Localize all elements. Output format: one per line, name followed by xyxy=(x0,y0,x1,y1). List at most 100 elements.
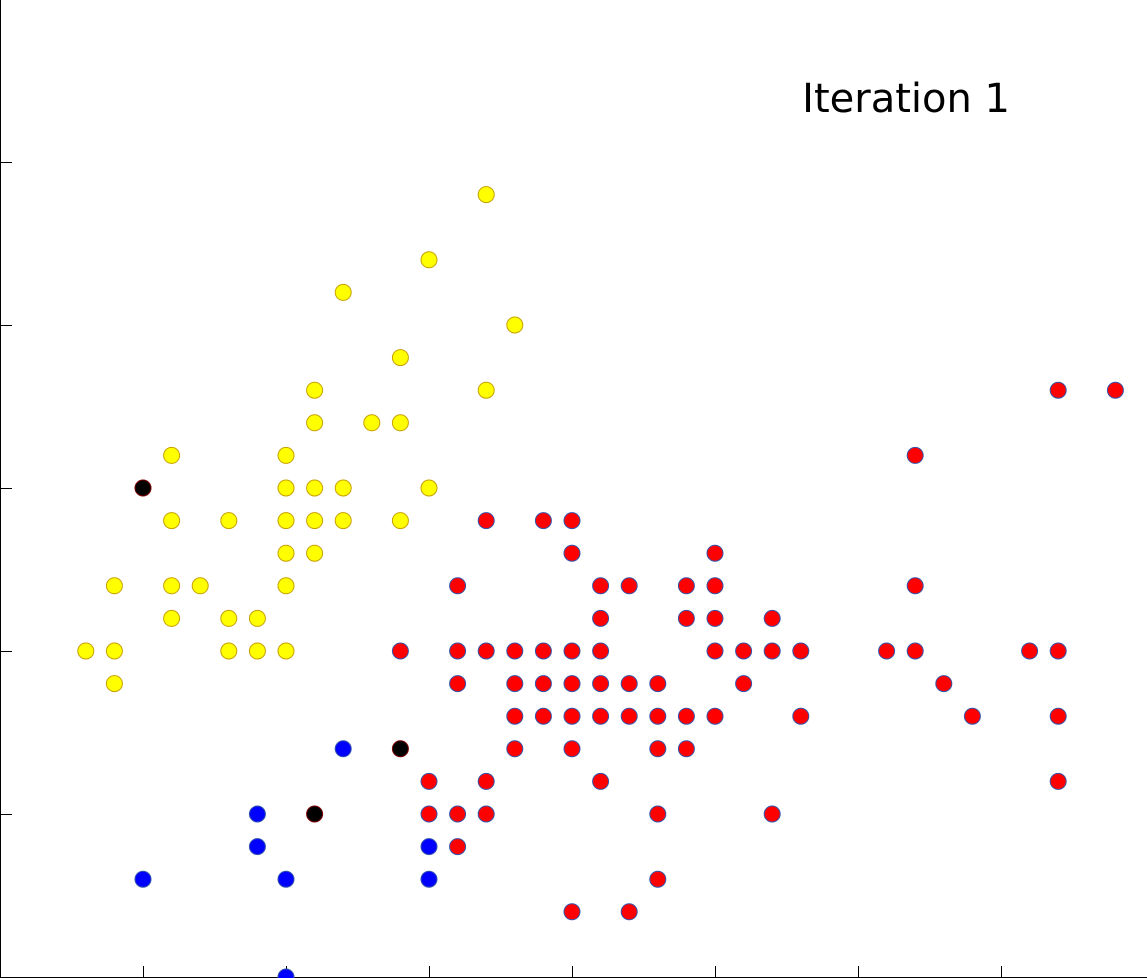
data-point xyxy=(248,805,266,823)
data-point xyxy=(563,512,581,530)
data-point xyxy=(649,870,667,888)
data-point xyxy=(1049,381,1067,399)
data-point xyxy=(563,642,581,660)
data-point xyxy=(534,707,552,725)
data-point xyxy=(592,609,610,627)
data-point xyxy=(506,707,524,725)
data-point xyxy=(477,642,495,660)
data-point xyxy=(878,642,896,660)
data-point xyxy=(735,675,753,693)
data-point xyxy=(592,707,610,725)
data-point xyxy=(277,642,295,660)
data-point xyxy=(449,838,467,856)
data-point xyxy=(277,870,295,888)
data-point xyxy=(277,544,295,562)
data-point xyxy=(277,446,295,464)
data-point xyxy=(677,609,695,627)
data-point xyxy=(306,805,324,823)
data-point xyxy=(449,577,467,595)
data-points xyxy=(77,186,1124,978)
data-point xyxy=(77,642,95,660)
data-point xyxy=(363,414,381,432)
data-point xyxy=(105,675,123,693)
data-point xyxy=(763,609,781,627)
data-point xyxy=(277,968,295,978)
data-point xyxy=(706,707,724,725)
data-point xyxy=(334,740,352,758)
data-point xyxy=(420,805,438,823)
data-point xyxy=(306,544,324,562)
data-point xyxy=(477,186,495,204)
data-point xyxy=(792,707,810,725)
data-point xyxy=(391,512,409,530)
data-point xyxy=(220,512,238,530)
data-point xyxy=(163,512,181,530)
data-point xyxy=(134,479,152,497)
data-point xyxy=(306,479,324,497)
data-point xyxy=(935,675,953,693)
data-point xyxy=(220,609,238,627)
data-point xyxy=(506,675,524,693)
data-point xyxy=(477,805,495,823)
data-point xyxy=(477,772,495,790)
data-point xyxy=(649,740,667,758)
data-point xyxy=(506,642,524,660)
data-point xyxy=(592,642,610,660)
data-point xyxy=(1049,642,1067,660)
data-point xyxy=(334,283,352,301)
data-point xyxy=(277,512,295,530)
data-point xyxy=(248,838,266,856)
data-point xyxy=(620,577,638,595)
data-point xyxy=(306,512,324,530)
data-point xyxy=(506,740,524,758)
data-point xyxy=(277,577,295,595)
data-point xyxy=(620,903,638,921)
data-point xyxy=(677,707,695,725)
data-point xyxy=(391,414,409,432)
data-point xyxy=(391,740,409,758)
data-point xyxy=(1106,381,1124,399)
data-point xyxy=(534,642,552,660)
data-point xyxy=(306,381,324,399)
data-point xyxy=(449,642,467,660)
data-point xyxy=(906,642,924,660)
data-point xyxy=(592,772,610,790)
data-point xyxy=(563,675,581,693)
data-point xyxy=(334,479,352,497)
data-point xyxy=(420,479,438,497)
data-point xyxy=(1021,642,1039,660)
data-point xyxy=(563,903,581,921)
data-point xyxy=(735,642,753,660)
data-point xyxy=(420,838,438,856)
data-point xyxy=(391,349,409,367)
data-point xyxy=(420,772,438,790)
data-point xyxy=(620,707,638,725)
data-point xyxy=(449,805,467,823)
data-point xyxy=(506,316,524,334)
data-point xyxy=(763,642,781,660)
data-point xyxy=(563,707,581,725)
data-point xyxy=(763,805,781,823)
data-point xyxy=(134,870,152,888)
data-point xyxy=(163,577,181,595)
data-point xyxy=(792,642,810,660)
data-point xyxy=(191,577,209,595)
data-point xyxy=(706,577,724,595)
data-point xyxy=(420,870,438,888)
data-point xyxy=(706,642,724,660)
data-point xyxy=(563,544,581,562)
data-point xyxy=(649,707,667,725)
data-point xyxy=(306,414,324,432)
data-point xyxy=(677,740,695,758)
data-point xyxy=(277,479,295,497)
data-point xyxy=(105,577,123,595)
data-point xyxy=(420,251,438,269)
data-point xyxy=(248,609,266,627)
data-point xyxy=(592,577,610,595)
data-point xyxy=(649,675,667,693)
data-point xyxy=(563,740,581,758)
chart-title: Iteration 1 xyxy=(802,76,1010,122)
data-point xyxy=(163,609,181,627)
